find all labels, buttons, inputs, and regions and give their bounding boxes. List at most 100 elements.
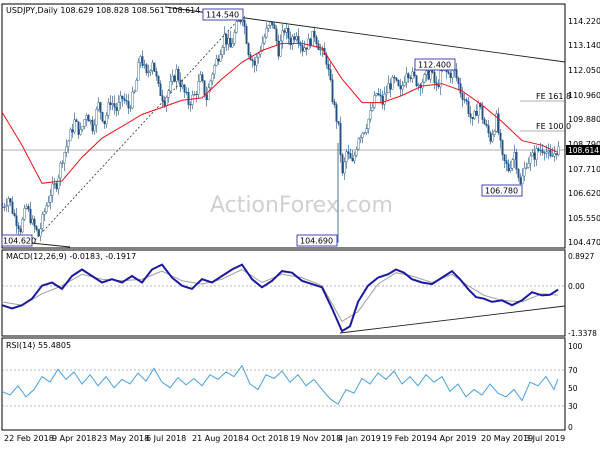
candle-body	[395, 77, 398, 81]
macd-signal-line	[1, 268, 559, 323]
candle-body	[391, 76, 394, 90]
candle-body	[3, 206, 6, 208]
candle-body	[375, 93, 378, 96]
candle-body	[319, 49, 322, 51]
candle-body	[377, 93, 380, 95]
candle-body	[29, 209, 32, 224]
candle-body	[123, 98, 126, 101]
candle-body	[237, 20, 240, 22]
candle-body	[195, 94, 198, 96]
candle-body	[553, 153, 556, 157]
x-label: 6 Jul 2018	[146, 434, 186, 443]
candle-body	[463, 99, 466, 101]
candle-body	[241, 19, 244, 23]
candle-body	[13, 213, 16, 216]
candle-body	[439, 70, 442, 88]
candle-body	[311, 30, 314, 47]
candle-body	[393, 76, 396, 79]
label-low-3: 106.780	[485, 187, 518, 196]
candle-body	[41, 214, 44, 229]
candle-body	[135, 79, 138, 92]
candle-body	[529, 155, 532, 164]
ohlc-open: 108.629	[60, 6, 93, 15]
candle-body	[411, 71, 414, 79]
x-label: 4 Jan 2019	[338, 434, 381, 443]
candle-body	[327, 64, 330, 70]
candle-body	[549, 150, 552, 157]
candle-body	[497, 113, 500, 134]
candle-body	[343, 161, 346, 174]
candle-body	[47, 201, 50, 207]
candle-body	[473, 111, 476, 120]
symbol: USDJPY	[6, 6, 35, 15]
macd-tick: 0.8927	[568, 252, 594, 261]
candle-body	[15, 215, 18, 226]
candle-body	[367, 118, 370, 129]
candle-body	[101, 112, 104, 122]
candle-body	[71, 129, 74, 133]
candle-body	[337, 121, 340, 124]
candle-body	[163, 100, 166, 107]
candle-body	[451, 69, 454, 78]
macd-line	[1, 263, 559, 333]
candle-body	[421, 82, 424, 89]
x-label: 22 Feb 2018	[4, 434, 54, 443]
candle-body	[369, 110, 372, 120]
candle-body	[117, 102, 120, 111]
candle-body	[495, 113, 498, 132]
candle-body	[521, 175, 524, 184]
candle-body	[433, 72, 436, 83]
label-low-2: 104.690	[300, 237, 333, 246]
candle-body	[89, 119, 92, 122]
candle-body	[77, 121, 80, 135]
candle-body	[459, 83, 462, 94]
candle-body	[365, 128, 368, 133]
candle-body	[215, 58, 218, 66]
candle-body	[525, 167, 528, 169]
candle-body	[269, 21, 272, 26]
candle-body	[537, 148, 540, 151]
macd-trendline	[339, 305, 566, 334]
candle-body	[113, 103, 116, 108]
candle-body	[505, 160, 508, 164]
x-axis: 22 Feb 2018 9 Apr 2018 23 May 2018 6 Jul…	[4, 434, 565, 443]
candle-body	[403, 81, 406, 86]
candle-body	[157, 75, 160, 84]
x-label: 20 May 2019	[481, 434, 533, 443]
candle-body	[247, 43, 250, 55]
candle-body	[225, 34, 228, 45]
candle-body	[211, 73, 214, 82]
candle-body	[381, 95, 384, 105]
candle-body	[9, 198, 12, 203]
candle-body	[351, 157, 354, 162]
candle-body	[143, 64, 146, 66]
candle-body	[261, 42, 264, 52]
candle-body	[31, 218, 34, 224]
candle-body	[481, 106, 484, 120]
candle-body	[183, 84, 186, 93]
candle-body	[539, 149, 542, 151]
candle-body	[301, 45, 304, 52]
price-tick: 112.050	[568, 66, 600, 75]
candle-body	[93, 124, 96, 132]
candle-body	[127, 101, 130, 109]
candle-body	[145, 64, 148, 73]
candle-body	[285, 28, 288, 33]
price-tick: 108.790	[568, 140, 600, 149]
candle-body	[457, 77, 460, 84]
candle-body	[271, 21, 274, 25]
candle-body	[141, 56, 144, 66]
x-label: 4 Oct 2018	[244, 434, 288, 443]
candle-body	[347, 151, 350, 154]
candle-body	[509, 168, 512, 172]
price-tick: 113.140	[568, 41, 600, 50]
label-low-1: 104.620	[3, 237, 36, 246]
candle-body	[533, 152, 536, 160]
candle-body	[267, 25, 270, 29]
candle-body	[253, 60, 256, 66]
candle-body	[185, 91, 188, 93]
candle-body	[79, 129, 82, 135]
candle-body	[231, 43, 234, 48]
candle-body	[61, 162, 64, 164]
rsi-tick: 50	[568, 384, 578, 393]
